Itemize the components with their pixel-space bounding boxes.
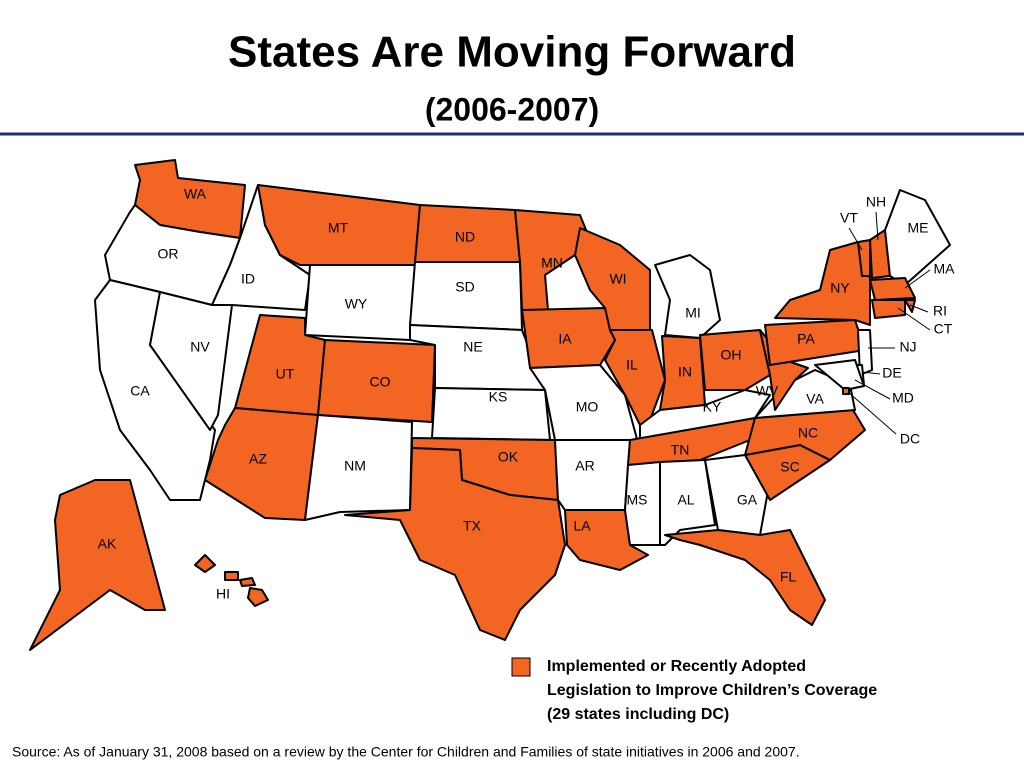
state-label: IA: [558, 331, 572, 347]
state-label: SD: [455, 279, 474, 295]
state-label: CT: [934, 321, 953, 337]
state-label: AZ: [249, 451, 267, 467]
legend-text: Implemented or Recently Adopted: [547, 658, 806, 675]
subtitle: (2006-2007): [425, 91, 599, 127]
state-shape: [842, 387, 850, 395]
state-label: KY: [703, 399, 722, 415]
state-label: WY: [345, 296, 368, 312]
state-label: OK: [498, 449, 519, 465]
state-label: DC: [900, 431, 920, 447]
state-label: FL: [780, 569, 797, 585]
state-label: OH: [721, 347, 742, 363]
state-shape: [624, 461, 661, 546]
state-shape: [521, 307, 616, 369]
state-label: IL: [626, 357, 638, 373]
state-label: WI: [609, 271, 626, 287]
state-shape: [194, 554, 216, 573]
leader-line: [904, 269, 931, 289]
state-label: NC: [798, 425, 818, 441]
leader-line: [897, 307, 931, 331]
state-label: SC: [780, 459, 799, 475]
source-note: Source: As of January 31, 2008 based on …: [12, 744, 800, 760]
state-label: HI: [216, 586, 230, 602]
state-label: MN: [541, 255, 563, 271]
legend-text: Legislation to Improve Children’s Covera…: [547, 682, 877, 699]
state-label: TX: [463, 518, 482, 534]
state-shape: [224, 571, 239, 581]
state-label: AL: [677, 492, 694, 508]
state-label: NV: [190, 339, 210, 355]
state-shape: [664, 529, 826, 626]
legend-swatch: [511, 657, 531, 677]
state-label: AK: [98, 536, 117, 552]
state-label: AR: [575, 458, 594, 474]
legend-text: (29 states including DC): [547, 706, 729, 723]
state-label: OR: [158, 246, 179, 262]
state-shape: [344, 447, 566, 641]
state-shape: [409, 261, 523, 331]
state-shape: [871, 299, 906, 319]
state-label: MS: [627, 492, 648, 508]
state-shape: [704, 454, 771, 536]
state-shape: [654, 254, 721, 339]
state-label: NY: [830, 280, 850, 296]
state-shape: [764, 319, 866, 366]
state-label: IN: [678, 364, 692, 380]
state-label: LA: [573, 518, 591, 534]
state-label: TN: [671, 442, 690, 458]
state-shape: [554, 439, 631, 511]
state-label: UT: [276, 366, 295, 382]
state-label: RI: [933, 303, 947, 319]
state-label: NE: [463, 339, 482, 355]
state-label: NH: [866, 194, 886, 210]
state-label: VT: [840, 210, 858, 226]
title: States Are Moving Forward: [228, 28, 796, 77]
leader-line: [848, 227, 863, 251]
state-shape: [884, 189, 951, 286]
state-shape: [247, 587, 269, 607]
state-label: DE: [882, 365, 901, 381]
state-label: KS: [489, 389, 508, 405]
state-shape: [239, 577, 256, 587]
state-shape: [869, 277, 916, 301]
leader-line: [909, 304, 929, 313]
leader-line: [875, 211, 879, 241]
leader-line: [854, 379, 891, 400]
state-label: PA: [797, 331, 815, 347]
state-label: VA: [806, 391, 824, 407]
state-label: MT: [328, 220, 349, 236]
state-shape: [304, 414, 413, 521]
leader-line: [847, 391, 897, 435]
state-label: CA: [130, 383, 150, 399]
state-shape: [699, 329, 771, 391]
state-label: WA: [184, 186, 207, 202]
state-label: NJ: [899, 339, 916, 355]
state-shape: [774, 241, 871, 326]
state-shape: [814, 359, 865, 391]
state-label: NM: [344, 458, 366, 474]
state-shape: [29, 479, 166, 651]
state-label: WV: [756, 383, 779, 399]
state-label: MO: [576, 399, 599, 415]
state-label: ID: [241, 271, 255, 287]
state-label: CO: [370, 374, 391, 390]
state-label: ND: [455, 229, 475, 245]
leader-line: [861, 371, 881, 375]
state-shape: [514, 209, 591, 311]
state-label: MI: [685, 305, 701, 321]
state-shape: [627, 417, 756, 466]
state-label: MD: [892, 390, 914, 406]
us-map: WA OR CA NV ID MT WY UT AZ CO NM ND SD NE KS OK TX MN IA MO…: [29, 159, 956, 651]
state-label: GA: [737, 492, 758, 508]
state-label: MA: [934, 261, 956, 277]
state-label: ME: [908, 220, 929, 236]
state-shape: [857, 329, 873, 376]
